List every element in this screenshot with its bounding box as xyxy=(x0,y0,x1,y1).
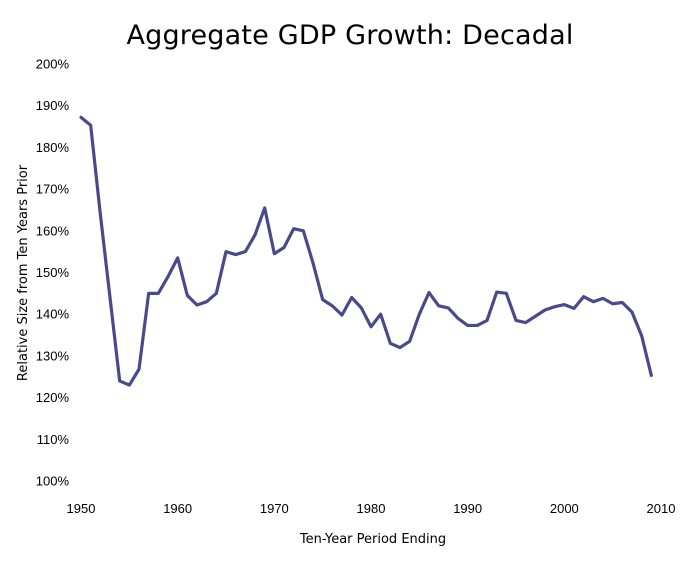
y-tick-label: 180% xyxy=(36,140,70,155)
y-axis-ticks: 100% 110% 120% 130% 140% 150% 160% 170% 180% 190%… xyxy=(36,57,70,489)
x-axis-title: Ten-Year Period Ending xyxy=(299,532,446,547)
x-tick-label: 1950 xyxy=(67,501,96,516)
x-axis-ticks: 1950 1960 1970 1980 1990 2000 2010 xyxy=(67,501,676,516)
y-tick-label: 190% xyxy=(36,98,70,113)
x-tick-label: 1960 xyxy=(163,501,192,516)
y-tick-label: 170% xyxy=(36,182,70,197)
y-tick-label: 100% xyxy=(36,474,70,489)
x-tick-label: 1970 xyxy=(260,501,289,516)
chart-title: Aggregate GDP Growth: Decadal xyxy=(126,20,574,51)
y-tick-label: 160% xyxy=(36,223,70,238)
x-tick-label: 2000 xyxy=(550,501,579,516)
y-axis-title: Relative Size from Ten Years Prior xyxy=(16,164,31,381)
y-tick-label: 130% xyxy=(36,348,70,363)
x-tick-label: 1980 xyxy=(357,501,386,516)
series-line xyxy=(79,115,653,387)
x-tick-label: 1990 xyxy=(453,501,482,516)
y-tick-label: 120% xyxy=(36,390,70,405)
y-tick-label: 110% xyxy=(37,432,70,447)
y-tick-label: 200% xyxy=(36,57,70,72)
y-tick-label: 150% xyxy=(36,265,70,280)
x-tick-label: 2010 xyxy=(647,501,676,516)
y-tick-label: 140% xyxy=(36,307,70,322)
